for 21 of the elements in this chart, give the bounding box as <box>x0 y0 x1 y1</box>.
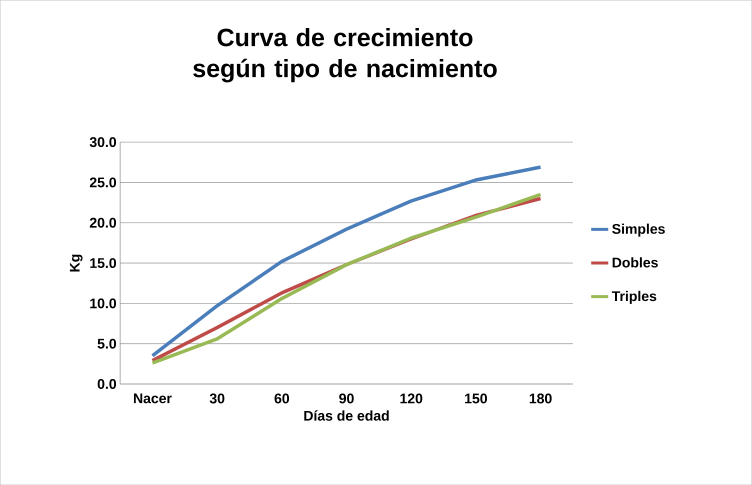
y-tick-label: 25.0 <box>90 177 116 188</box>
y-axis-title: Kg <box>70 254 83 272</box>
legend-label: Triples <box>612 290 656 304</box>
x-tick-label: 150 <box>465 393 487 404</box>
legend-label: Simples <box>612 224 665 237</box>
y-tick-label: 10.0 <box>90 298 116 308</box>
x-tick-label: 120 <box>400 393 422 404</box>
x-tick-label: 90 <box>339 393 354 404</box>
x-tick-label: 180 <box>530 393 552 404</box>
chart-title: Curva de crecimiento según tipo de nacimiento <box>193 28 497 82</box>
y-tick-label: 15.0 <box>90 258 116 268</box>
line-series <box>150 165 542 358</box>
y-tick-label: 0.0 <box>98 378 116 389</box>
x-axis-title: Días de edad <box>304 410 389 421</box>
x-tick-label: Nacer <box>134 393 172 404</box>
y-tick-label: 5.0 <box>98 338 116 349</box>
x-tick-label: 30 <box>210 393 224 404</box>
legend-label: Dobles <box>612 257 658 268</box>
x-tick-label: 60 <box>274 393 290 404</box>
y-tick-label: 20.0 <box>90 218 116 228</box>
y-tick-label: 30.0 <box>90 137 116 148</box>
